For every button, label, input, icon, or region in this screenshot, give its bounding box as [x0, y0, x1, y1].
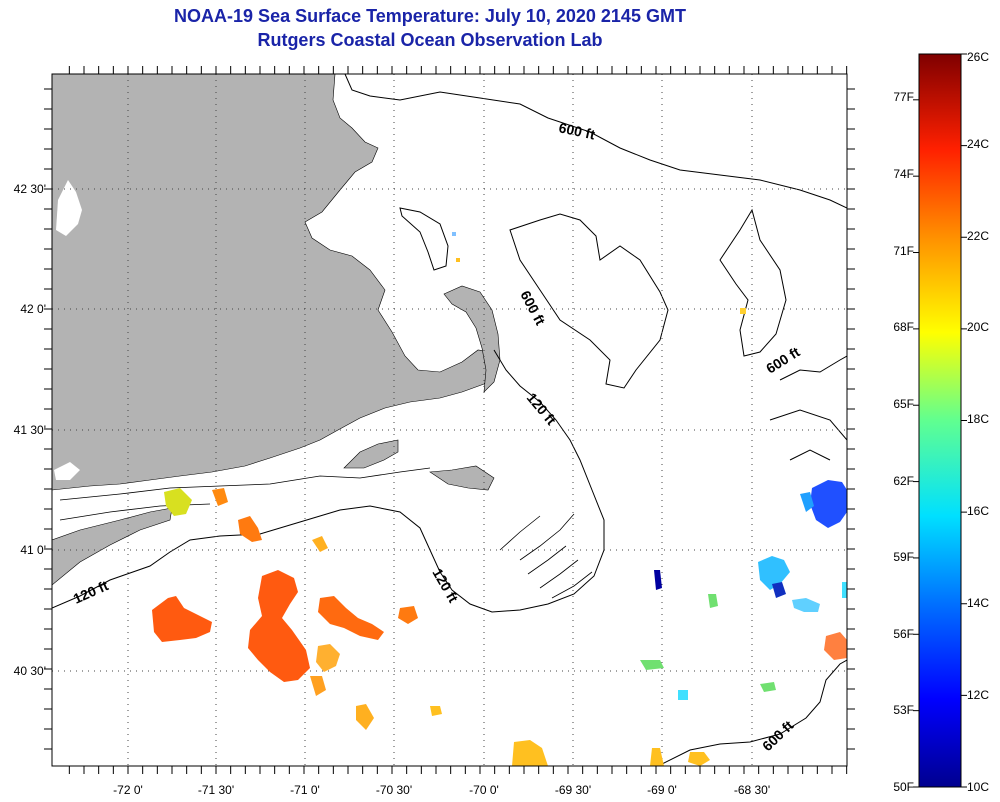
contour-stellwagen [399, 207, 449, 271]
cb-c-label: 18C [967, 412, 989, 426]
cb-f-label: 53F [893, 703, 914, 717]
map-frame [51, 73, 848, 767]
cb-f-label: 74F [893, 167, 914, 181]
lon-label: -69 30' [555, 783, 591, 797]
cloud-patch-land [56, 180, 82, 236]
map-subtitle: Rutgers Coastal Ocean Observation Lab [257, 30, 603, 50]
land-long-island [52, 507, 173, 586]
land-marthas-vineyard [343, 439, 399, 469]
lon-label: -71 0' [290, 783, 320, 797]
colorbar-ticks [913, 53, 967, 788]
contour-600ft-shelf [659, 659, 847, 766]
cb-c-label: 24C [967, 137, 989, 151]
cb-c-label: 20C [967, 320, 989, 334]
cb-f-label: 77F [893, 90, 914, 104]
sst-pixels [152, 232, 847, 766]
cb-f-label: 71F [893, 244, 914, 258]
axis-ticks [44, 66, 855, 774]
cb-f-label: 59F [893, 550, 914, 564]
land-new-england [52, 74, 497, 491]
land-cape-cod [443, 285, 501, 393]
lat-label: 40 30' [14, 664, 46, 678]
contour-600ft-gulf [344, 74, 847, 209]
cb-c-label: 16C [967, 504, 989, 518]
lon-label: -70 0' [469, 783, 499, 797]
lat-label: 42 0' [20, 302, 46, 316]
contour-120ft-cape [52, 349, 605, 613]
lon-label: -72 0' [113, 783, 143, 797]
colorbar-celsius-labels: 26C 24C 22C 20C 18C 16C 14C 12C 10C [967, 50, 989, 794]
contour-shoals [499, 513, 593, 599]
longitude-labels: -72 0' -71 30' -71 0' -70 30' -70 0' -69… [113, 783, 770, 797]
lat-label: 41 30' [14, 423, 46, 437]
contour-label-600ft-north: 600 ft [557, 119, 596, 142]
cloud-patch-coast [54, 462, 80, 480]
lon-label: -71 30' [198, 783, 234, 797]
lon-label: -69 0' [647, 783, 677, 797]
cb-c-label: 12C [967, 688, 989, 702]
cb-c-label: 10C [967, 780, 989, 794]
map-title: NOAA-19 Sea Surface Temperature: July 10… [174, 6, 686, 26]
lat-label: 41 0' [20, 543, 46, 557]
cb-f-label: 50F [893, 780, 914, 794]
cb-c-label: 14C [967, 596, 989, 610]
land-nantucket [429, 465, 495, 491]
contour-600ft-georges [719, 208, 787, 357]
latitude-labels: 42 30' 42 0' 41 30' 41 0' 40 30' [14, 182, 46, 678]
cb-f-label: 65F [893, 397, 914, 411]
lon-label: -70 30' [376, 783, 412, 797]
cb-c-label: 22C [967, 229, 989, 243]
colorbar [918, 53, 962, 788]
lon-label: -68 30' [734, 783, 770, 797]
cb-f-label: 56F [893, 627, 914, 641]
cb-f-label: 62F [893, 474, 914, 488]
cb-f-label: 68F [893, 320, 914, 334]
cb-c-label: 26C [967, 50, 989, 64]
contour-600ft-basin [509, 213, 669, 389]
colorbar-fahrenheit-labels: 77F 74F 71F 68F 65F 62F 59F 56F 53F 50F [893, 90, 914, 794]
lat-label: 42 30' [14, 182, 46, 196]
